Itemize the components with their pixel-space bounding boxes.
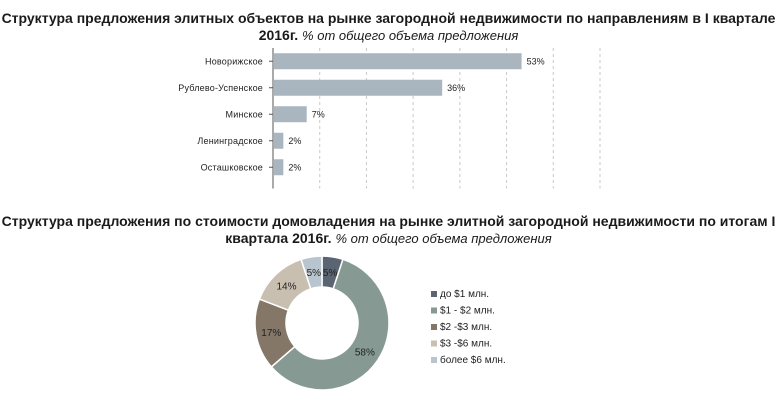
donut-slice-label: 58% [355, 348, 375, 359]
donut-slice [300, 255, 323, 290]
donut-slice-label: 5% [307, 268, 322, 279]
bar-category-label: Ленинградское [197, 136, 263, 146]
bar-category-label: Новорижское [205, 56, 263, 66]
legend-swatch [431, 324, 437, 330]
legend-label: $3 -$6 млн. [440, 339, 492, 350]
donut-slice-label: 14% [276, 282, 296, 293]
legend-label: до $1 млн. [440, 289, 489, 300]
legend-swatch [431, 340, 437, 347]
legend-swatch [431, 291, 437, 297]
bar [274, 159, 284, 176]
donut-chart-title: Структура предложения по стоимости домов… [0, 213, 777, 247]
legend-label: $1 - $2 млн. [440, 306, 495, 317]
bar-category-label: Минское [226, 109, 263, 119]
donut-chart-title-text: Структура предложения по стоимости домов… [1, 213, 776, 246]
donut-slice [270, 258, 390, 391]
bar [274, 132, 284, 149]
bar-value-label: 53% [527, 56, 545, 66]
legend-swatch [431, 357, 437, 363]
bar-value-label: 2% [288, 162, 301, 172]
bar-value-label: 2% [288, 136, 301, 146]
bar-chart-title: Структура предложения элитных объектов н… [0, 10, 777, 44]
legend-label: $2 -$3 млн. [440, 322, 492, 333]
bar [274, 106, 307, 123]
bar-category-label: Рублево-Успенское [178, 83, 263, 93]
bar-value-label: 36% [447, 83, 465, 93]
bar [274, 79, 443, 96]
bar-chart-title-text: Структура предложения элитных объектов н… [1, 10, 776, 43]
bar [274, 53, 522, 70]
bar-chart-subtitle: % от общего объема предложения [302, 28, 519, 43]
legend-swatch [431, 307, 437, 314]
donut-slice-label: 17% [261, 328, 281, 339]
donut-chart-subtitle: % от общего объема предложения [335, 231, 552, 246]
bar-value-label: 7% [312, 109, 325, 119]
donut-slice-label: 5% [323, 268, 338, 279]
legend-label: более $6 млн. [440, 354, 506, 366]
bar-category-label: Осташковское [201, 162, 263, 172]
